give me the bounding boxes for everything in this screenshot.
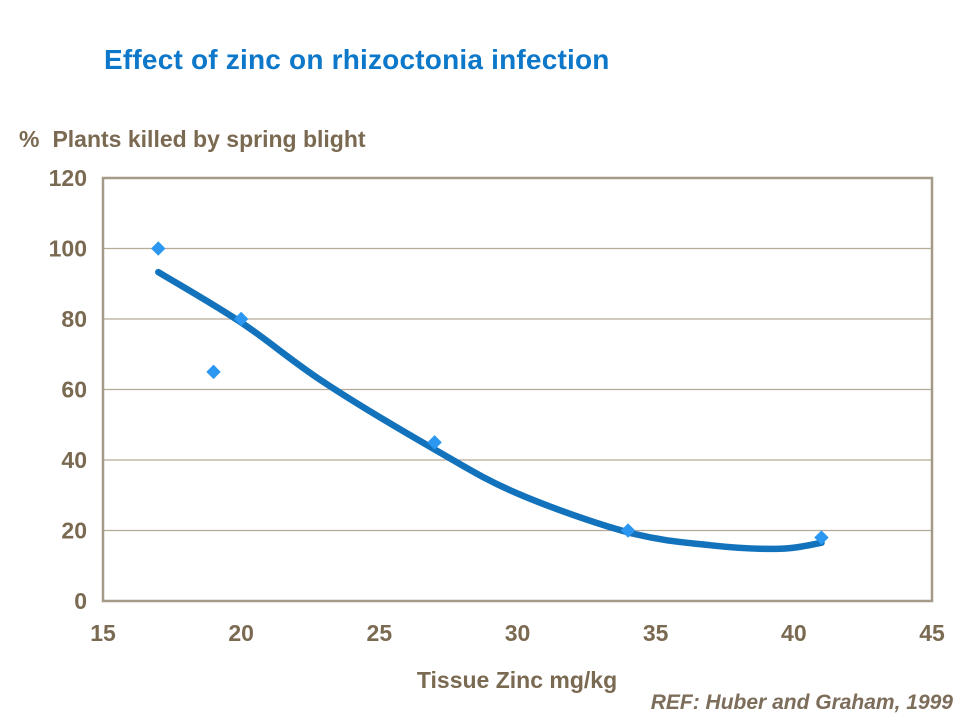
y-axis-tick-label: 40 bbox=[61, 447, 87, 473]
x-axis-tick-label: 30 bbox=[505, 620, 531, 646]
data-point-diamond bbox=[814, 530, 829, 545]
y-axis-caption: % Plants killed by spring blight bbox=[19, 126, 366, 153]
reference-citation: REF: Huber and Graham, 1999 bbox=[650, 691, 953, 714]
y-axis-tick-label: 120 bbox=[49, 165, 87, 191]
y-axis-tick-label: 100 bbox=[49, 236, 87, 262]
data-point-diamond bbox=[620, 523, 636, 538]
trendline-curve bbox=[155, 268, 825, 553]
y-axis-tick-label: 80 bbox=[61, 306, 87, 332]
y-axis-caption-percent-symbol: % bbox=[19, 126, 40, 152]
chart-title: Effect of zinc on rhizoctonia infection bbox=[104, 44, 610, 75]
y-axis-tick-label: 0 bbox=[74, 588, 87, 614]
x-axis-tick-label: 35 bbox=[643, 620, 669, 646]
x-axis-title: Tissue Zinc mg/kg bbox=[416, 667, 618, 693]
data-point-diamond bbox=[206, 364, 221, 380]
x-axis-tick-label: 15 bbox=[90, 620, 116, 646]
plot-area-border bbox=[101, 176, 934, 603]
x-axis-tick-label: 25 bbox=[367, 620, 393, 646]
data-point-diamond bbox=[151, 241, 166, 256]
data-point-diamond bbox=[233, 311, 249, 327]
y-axis-tick-label: 60 bbox=[61, 377, 87, 403]
y-axis-caption-text: Plants killed by spring blight bbox=[52, 126, 366, 152]
x-axis-tick-label: 40 bbox=[781, 620, 807, 646]
data-point-diamond bbox=[427, 435, 442, 450]
x-axis-tick-label: 45 bbox=[919, 620, 945, 646]
y-axis-tick-label: 20 bbox=[61, 518, 87, 544]
x-axis-tick-label: 20 bbox=[228, 620, 254, 646]
